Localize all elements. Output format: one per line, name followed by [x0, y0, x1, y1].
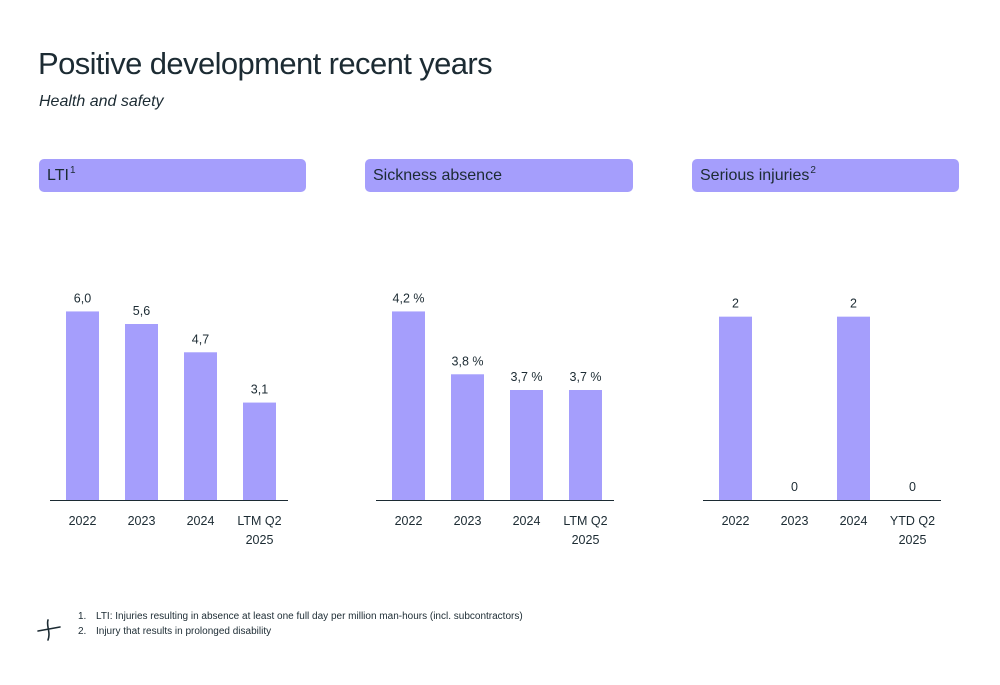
chart-header-sickness-absence: Sickness absence [365, 159, 633, 192]
category-label: 2024 [840, 514, 868, 528]
footnote-text: Injury that results in prolonged disabil… [96, 626, 272, 637]
serious-injuries-bar-chart: 2 2022 0 2023 2 2024 0 YTD Q2 2025 [703, 297, 941, 547]
data-label: 4,2 % [393, 291, 425, 305]
data-label: 0 [909, 480, 916, 494]
category-label: 2024 [187, 514, 215, 528]
category-label: 2023 [128, 514, 156, 528]
chart-header-serious-injuries: Serious injuries2 [692, 159, 959, 192]
footnote-ref: 2 [810, 164, 816, 176]
bar [125, 324, 158, 500]
footnote-number: 1. [78, 611, 87, 622]
bar [719, 316, 752, 500]
data-label: 3,8 % [452, 354, 484, 368]
data-label: 2 [732, 297, 739, 311]
bar [243, 402, 276, 500]
category-label: 2025 [246, 533, 274, 547]
category-label: 2022 [722, 514, 750, 528]
sickness-absence-bar-chart: 4,2 % 2022 3,8 % 2023 3,7 % 2024 3,7 % LTM Q2 20… [376, 291, 614, 547]
data-label: 3,7 % [570, 370, 602, 384]
category-label: LTM Q2 [237, 514, 281, 528]
category-label: 2025 [899, 533, 927, 547]
data-label: 5,6 [133, 304, 150, 318]
bar [510, 390, 543, 500]
chart-title: LTI [47, 167, 69, 184]
data-label: 0 [791, 480, 798, 494]
chart-title: Sickness absence [373, 167, 502, 184]
footnote-text: LTI: Injuries resulting in absence at le… [96, 611, 523, 622]
data-label: 6,0 [74, 291, 91, 305]
bar [837, 316, 870, 500]
chart-header-lti: LTI1 [39, 159, 306, 192]
bar [451, 374, 484, 500]
category-label: LTM Q2 [563, 514, 607, 528]
data-label: 3,7 % [511, 370, 543, 384]
bar [569, 390, 602, 500]
footnote-number: 2. [78, 626, 87, 637]
bar [392, 311, 425, 500]
page-subtitle: Health and safety [39, 93, 164, 110]
category-label: 2023 [781, 514, 809, 528]
category-label: 2024 [513, 514, 541, 528]
bar [184, 352, 217, 500]
page-title: Positive development recent years [38, 46, 493, 81]
data-label: 4,7 [192, 332, 209, 346]
category-label: 2023 [454, 514, 482, 528]
data-label: 3,1 [251, 383, 268, 397]
lti-bar-chart: 6,0 2022 5,6 2023 4,7 2024 3,1 LTM Q2 2025 [50, 291, 288, 547]
data-label: 2 [850, 297, 857, 311]
category-label: 2022 [395, 514, 423, 528]
footnote-2: 2. Injury that results in prolonged disab… [78, 624, 523, 639]
category-label: YTD Q2 [890, 514, 935, 528]
footnotes: 1. LTI: Injuries resulting in absence at … [78, 609, 523, 639]
bar [66, 311, 99, 500]
footnote-1: 1. LTI: Injuries resulting in absence at … [78, 609, 523, 624]
category-label: 2025 [572, 533, 600, 547]
footnote-ref: 1 [69, 164, 76, 176]
category-label: 2022 [69, 514, 97, 528]
chart-title: Serious injuries [700, 167, 810, 184]
company-logo-icon [37, 619, 61, 641]
